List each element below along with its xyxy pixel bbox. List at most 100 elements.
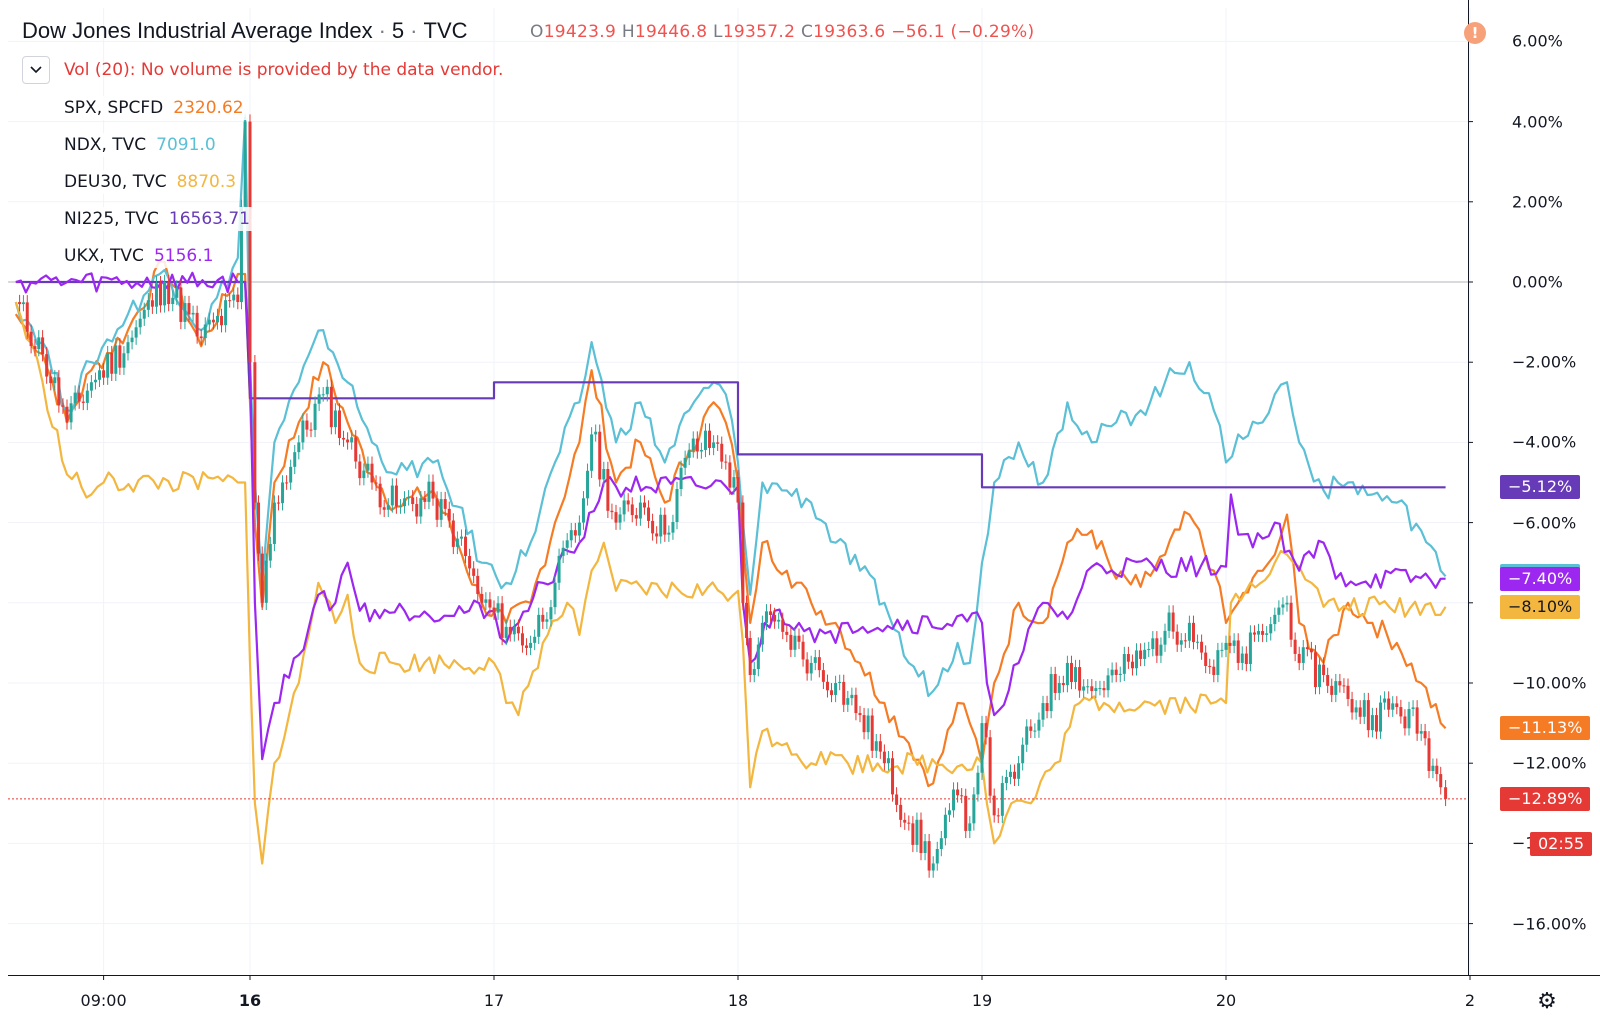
candle-body: [1163, 630, 1167, 645]
candle-body: [435, 498, 439, 520]
legend-collapse-button[interactable]: [22, 56, 50, 84]
legend-symbol-row[interactable]: NDX, TVC 7091.0: [64, 133, 220, 157]
candle-body: [577, 522, 581, 536]
candle-body: [634, 515, 638, 519]
candle-body: [695, 438, 699, 452]
candle-body: [785, 631, 789, 635]
candle-body: [618, 514, 622, 523]
candle-body: [122, 353, 126, 368]
candle-body: [805, 659, 809, 674]
symbol-title[interactable]: Dow Jones Industrial Average Index · 5 · TVC: [22, 18, 468, 44]
title-separator: ·: [410, 18, 418, 43]
candle-body: [708, 430, 712, 448]
candle-body: [1326, 674, 1330, 686]
candle-body: [687, 450, 691, 458]
candle-body: [659, 514, 663, 537]
candle-body: [581, 498, 585, 523]
candle-body: [1183, 640, 1187, 642]
series-line-deu30: [14, 301, 1447, 865]
gear-icon[interactable]: ⚙: [1537, 988, 1557, 1013]
candle-body: [1285, 602, 1289, 605]
candle-body: [358, 461, 362, 479]
legend-symbol-row[interactable]: SPX, SPCFD 2320.62: [64, 96, 248, 120]
candle-body: [167, 282, 171, 305]
candle-body: [98, 370, 102, 380]
candle-body: [716, 442, 720, 444]
candle-body: [57, 377, 61, 406]
candle-body: [1297, 653, 1301, 663]
legend-symbol-row[interactable]: UKX, TVC 5156.1: [64, 244, 218, 268]
candle-body: [333, 410, 337, 428]
warning-icon[interactable]: !: [1464, 22, 1486, 44]
candle-body: [301, 420, 305, 443]
legend-symbol-value: 8870.3: [176, 172, 237, 192]
candle-body: [264, 560, 268, 603]
candle-body: [870, 715, 874, 751]
candle-body: [882, 751, 886, 764]
candle-body: [403, 498, 407, 507]
series-line-spx: [14, 260, 1447, 788]
candle-body: [93, 379, 97, 383]
candle-body: [923, 841, 927, 854]
candle-body: [801, 641, 805, 660]
candle-body: [1248, 632, 1252, 665]
legend-symbol-row[interactable]: DEU30, TVC 8870.3: [64, 170, 241, 194]
candle-body: [980, 723, 984, 773]
candle-body: [728, 462, 732, 488]
candle-body: [1057, 683, 1061, 693]
candle-body: [85, 390, 89, 403]
candle-body: [354, 437, 358, 462]
candle-body: [667, 532, 671, 535]
candle-body: [598, 431, 602, 480]
candle-body: [21, 302, 25, 305]
candle-body: [671, 522, 675, 533]
candle-body: [187, 303, 191, 315]
candle-body: [1435, 765, 1439, 775]
candle-body: [1135, 650, 1139, 669]
candle-body: [81, 401, 85, 403]
candle-body: [1431, 765, 1435, 771]
candle-body: [1379, 702, 1383, 732]
price-badge: −8.10%: [1500, 594, 1581, 619]
candle-body: [1439, 774, 1443, 788]
candle-body: [508, 626, 512, 635]
candle-body: [37, 337, 41, 350]
candle-body: [1204, 652, 1208, 666]
candle-body: [459, 536, 463, 539]
candle-body: [988, 737, 992, 796]
candle-body: [45, 354, 49, 377]
y-tick-label: −16.00%: [1512, 914, 1587, 934]
candle-body: [1147, 649, 1151, 651]
candle-body: [329, 386, 333, 428]
candle-body: [614, 512, 618, 523]
candle-body: [996, 815, 1000, 817]
candle-body: [130, 337, 134, 343]
candle-body: [606, 469, 610, 511]
candle-body: [736, 477, 740, 503]
candle-body: [939, 838, 943, 850]
candle-body: [480, 593, 484, 603]
candle-body: [1196, 641, 1200, 643]
candle-body: [663, 514, 667, 535]
candle-body: [895, 794, 899, 805]
candle-body: [1362, 700, 1366, 717]
interval-label: 5: [391, 18, 405, 43]
candle-body: [793, 635, 797, 650]
candle-body: [239, 206, 243, 303]
candle-body: [911, 823, 915, 845]
candle-body: [366, 463, 370, 471]
candle-body: [1387, 698, 1391, 710]
candle-body: [1342, 685, 1346, 687]
candle-body: [195, 312, 199, 337]
candle-body: [1094, 688, 1098, 692]
legend-symbol-row[interactable]: NI225, TVC 16563.71: [64, 207, 254, 231]
candle-body: [878, 741, 882, 752]
legend-symbol-value: 16563.71: [168, 209, 250, 229]
candle-body: [297, 442, 301, 453]
candle-body: [553, 582, 557, 608]
candle-body: [903, 819, 907, 823]
candle-body: [1236, 640, 1240, 663]
candle-body: [1338, 681, 1342, 686]
candle-body: [362, 470, 366, 479]
